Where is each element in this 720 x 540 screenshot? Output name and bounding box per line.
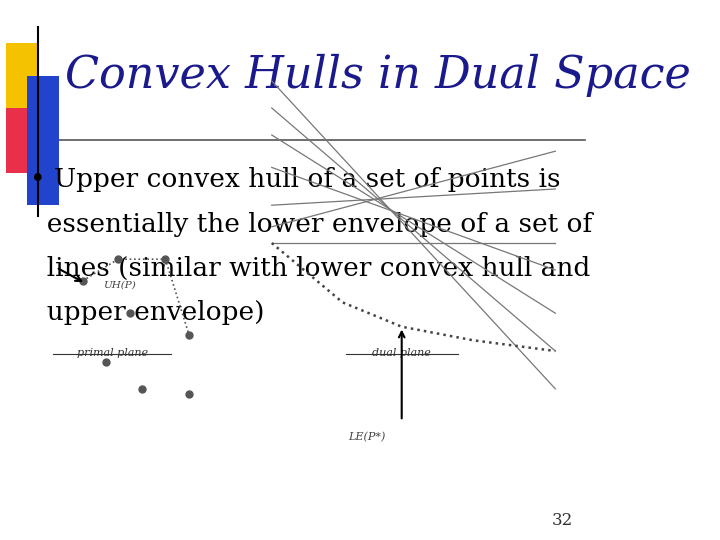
- FancyBboxPatch shape: [27, 76, 59, 140]
- Text: primal plane: primal plane: [76, 348, 148, 359]
- FancyBboxPatch shape: [27, 140, 59, 205]
- Text: lines (similar with lower convex hull and: lines (similar with lower convex hull an…: [30, 256, 590, 281]
- Text: • Upper convex hull of a set of points is: • Upper convex hull of a set of points i…: [30, 167, 560, 192]
- Text: UH(P): UH(P): [104, 281, 136, 290]
- Text: dual plane: dual plane: [372, 348, 431, 359]
- FancyBboxPatch shape: [6, 43, 38, 108]
- Text: essentially the lower envelope of a set of: essentially the lower envelope of a set …: [30, 212, 592, 237]
- FancyBboxPatch shape: [6, 108, 38, 173]
- Text: 32: 32: [552, 512, 573, 529]
- Text: upper envelope): upper envelope): [30, 300, 264, 325]
- Text: LE(P*): LE(P*): [348, 432, 386, 442]
- Text: Convex Hulls in Dual Space: Convex Hulls in Dual Space: [65, 54, 691, 97]
